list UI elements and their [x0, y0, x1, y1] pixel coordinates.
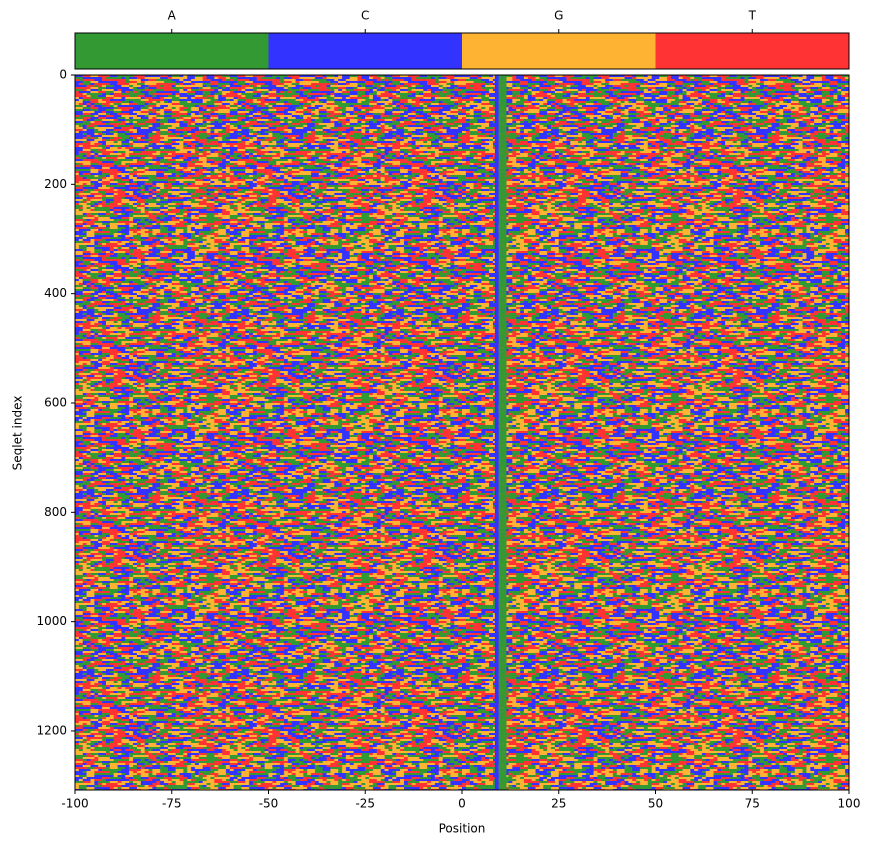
- y-axis-label: Seqlet index: [11, 396, 25, 471]
- x-tick-label: 50: [648, 797, 663, 811]
- conserved-column: [502, 75, 507, 790]
- y-tick-label: 600: [44, 395, 67, 409]
- x-tick-label: 25: [551, 797, 566, 811]
- x-axis-label: Position: [439, 822, 486, 836]
- x-tick-label: -25: [355, 797, 375, 811]
- colorbar-swatch: [655, 33, 849, 69]
- conserved-column: [494, 75, 499, 790]
- colorbar-swatch: [462, 33, 656, 69]
- y-tick-label: 400: [44, 286, 67, 300]
- x-tick-label: 100: [838, 797, 861, 811]
- x-tick-label: -100: [61, 797, 88, 811]
- x-tick-label: -50: [259, 797, 279, 811]
- colorbar-frame: [74, 32, 850, 70]
- y-tick-label: 800: [44, 505, 67, 519]
- y-tick-label: 1000: [36, 614, 67, 628]
- conserved-column: [498, 75, 503, 790]
- x-tick-label: 75: [745, 797, 760, 811]
- y-tick-label: 200: [44, 177, 67, 191]
- colorbar-label: T: [748, 9, 757, 23]
- colorbar-label: G: [554, 9, 563, 23]
- colorbar-swatch: [75, 33, 269, 69]
- x-tick-label: 0: [458, 797, 466, 811]
- heatmap-texture: [75, 75, 849, 790]
- colorbar-label: C: [361, 9, 369, 23]
- y-tick-label: 1200: [36, 723, 67, 737]
- x-tick-label: -75: [162, 797, 182, 811]
- y-tick-label: 0: [59, 68, 67, 82]
- colorbar-label: A: [168, 9, 177, 23]
- colorbar-swatch: [268, 33, 462, 69]
